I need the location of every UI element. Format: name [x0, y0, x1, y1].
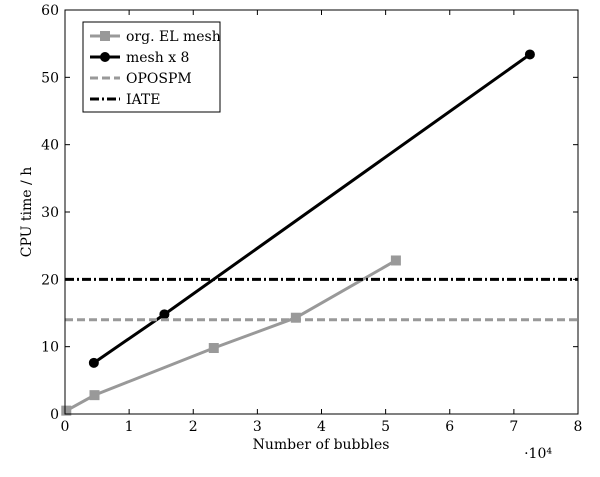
- y-axis-label: CPU time / h: [19, 167, 35, 257]
- x-tick-label: 3: [253, 419, 262, 435]
- x-tick-label: 2: [189, 419, 198, 435]
- x-tick-label: 0: [61, 419, 70, 435]
- legend-label: org. EL mesh: [126, 29, 221, 45]
- data-point: [159, 309, 170, 320]
- legend-item: IATE: [90, 92, 160, 108]
- data-point: [524, 49, 535, 60]
- series-mesh-x-8: [88, 49, 535, 368]
- legend-item: OPOSPM: [90, 71, 192, 87]
- x-tick-label: 5: [381, 419, 390, 435]
- y-tick-label: 20: [41, 272, 59, 288]
- x-tick-label: 4: [317, 419, 326, 435]
- y-tick-label: 30: [41, 205, 59, 221]
- series-line: [65, 259, 397, 412]
- x-tick-label: 8: [574, 419, 583, 435]
- y-tick-label: 10: [41, 340, 59, 356]
- y-tick-label: 0: [50, 407, 59, 423]
- legend-label: mesh x 8: [126, 50, 189, 66]
- legend-item: org. EL mesh: [90, 29, 221, 45]
- data-point: [390, 255, 401, 266]
- y-tick-label: 60: [41, 3, 59, 19]
- x-tick-label: 7: [509, 419, 518, 435]
- data-point: [61, 405, 72, 416]
- series-org-el-mesh: [61, 255, 401, 416]
- legend-marker: [100, 31, 110, 41]
- x-tick-label: 1: [125, 419, 134, 435]
- ticks-layer: 0 1 2 3 4 5 6 7 8 0 10 20 30 40 50 60: [41, 3, 582, 435]
- series-layer: [61, 49, 578, 416]
- x-multiplier-label: ·10⁴: [524, 446, 552, 462]
- data-point: [290, 312, 301, 323]
- data-point: [88, 357, 99, 368]
- legend-item: mesh x 8: [90, 50, 189, 66]
- legend: org. EL mesh mesh x 8 OPOSPM IATE: [82, 21, 221, 113]
- data-point: [89, 390, 100, 401]
- legend-marker: [100, 52, 110, 62]
- data-point: [208, 343, 219, 354]
- y-tick-label: 50: [41, 70, 59, 86]
- legend-label: OPOSPM: [126, 71, 192, 87]
- x-axis-label: Number of bubbles: [253, 437, 390, 453]
- legend-label: IATE: [126, 92, 160, 108]
- y-tick-label: 40: [41, 138, 59, 154]
- x-tick-label: 6: [445, 419, 454, 435]
